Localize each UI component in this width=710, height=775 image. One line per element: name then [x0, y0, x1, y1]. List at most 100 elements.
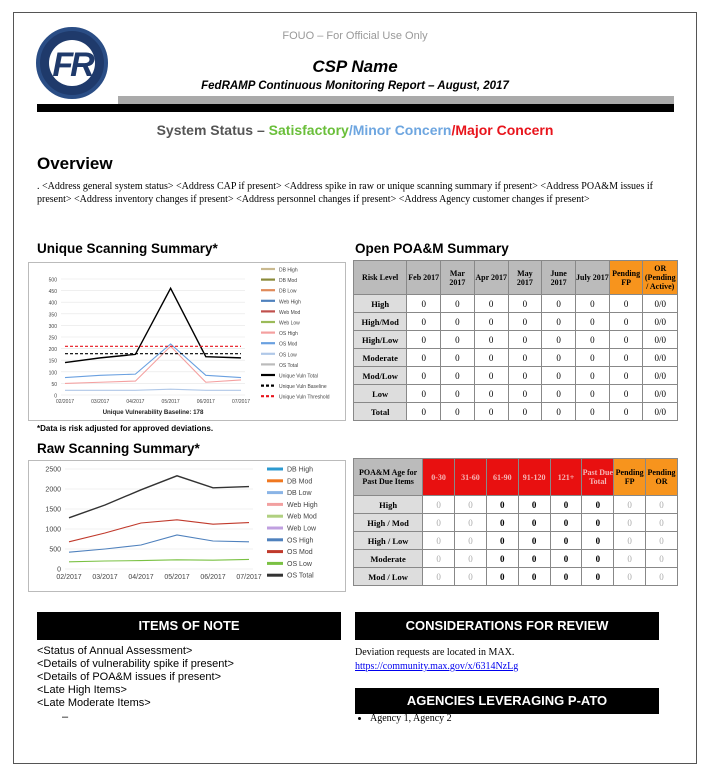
legend-entry: OS Low [279, 352, 297, 358]
table-cell: 0 [575, 294, 610, 313]
table-cell: 0 [406, 330, 442, 349]
note-item: <Details of POA&M issues if present> [37, 671, 222, 683]
baseline-caption: Unique Vulnerability Baseline: 178 [103, 409, 204, 416]
table-cell: 0 [454, 531, 487, 550]
table-cell: 0 [549, 567, 583, 586]
table-cell: 0 [507, 402, 543, 421]
table-cell: 0 [517, 567, 551, 586]
table-cell: 0 [575, 312, 610, 331]
table-cell: 0 [485, 549, 519, 568]
raw-scanning-heading: Raw Scanning Summary* [37, 441, 200, 456]
table-cell: 0 [454, 549, 487, 568]
column-header: June 2017 [541, 260, 576, 295]
column-header: Apr 2017 [473, 260, 509, 295]
note-item: <Status of Annual Assessment> [37, 645, 193, 657]
table-cell: 0 [507, 366, 543, 385]
legend-entry: OS Low [287, 561, 313, 568]
x-tick-label: 04/2017 [128, 574, 153, 581]
column-header: Mar 2017 [440, 260, 475, 295]
header-row: POA&M Age for Past Due Items 0-30 31-60 61-… [352, 458, 678, 496]
table-cell: 0 [485, 531, 519, 550]
series-line-os-total [68, 475, 250, 519]
column-header: OR (Pending / Active) [642, 260, 678, 295]
legend-entry: DB Low [287, 490, 312, 497]
unique-scanning-heading: Unique Scanning Summary* [37, 241, 218, 256]
column-header: 0-30 [422, 458, 456, 496]
table-cell: 0 [440, 348, 475, 367]
table-cell: 0 [440, 330, 475, 349]
table-cell: 0 [608, 384, 644, 403]
row-label: High [352, 495, 424, 514]
table-cell: 0 [440, 312, 475, 331]
row-label: Moderate [352, 549, 424, 568]
table-cell: 0 [608, 366, 644, 385]
legend-entry: OS Mod [287, 549, 313, 556]
table-cell: 0 [422, 549, 456, 568]
table-cell: 0/0 [642, 402, 678, 421]
y-tick-label: 300 [49, 324, 58, 330]
table-cell: 0 [541, 366, 576, 385]
table-cell: 0 [575, 402, 610, 421]
y-tick-label: 50 [51, 382, 57, 388]
legend-entry: Web Mod [279, 310, 301, 316]
overview-heading: Overview [37, 154, 113, 173]
report-subtitle: FedRAMP Continuous Monitoring Report – A… [201, 80, 509, 92]
y-tick-label: 0 [57, 567, 61, 574]
legend-entry: DB Mod [279, 278, 297, 284]
fouo-marking: FOUO – For Official Use Only [282, 30, 428, 42]
y-tick-label: 100 [49, 370, 58, 376]
status-minor-concern: Minor Concern [352, 122, 452, 138]
items-trailing-dash: – [62, 711, 69, 723]
x-tick-label: 05/2017 [162, 399, 180, 405]
column-header: Pending OR [645, 458, 678, 496]
table-cell: 0 [454, 495, 487, 514]
table-cell: 0 [406, 384, 442, 403]
column-header: POA&M Age for Past Due Items [352, 458, 424, 496]
table-cell: 0/0 [642, 384, 678, 403]
table-cell: 0 [541, 294, 576, 313]
table-cell: 0 [507, 348, 543, 367]
table-cell: 0 [645, 531, 678, 550]
max-community-link[interactable]: https://community.max.gov/x/6314NzLg [355, 661, 519, 672]
x-tick-label: 03/2017 [92, 574, 117, 581]
items-of-note-heading: ITEMS OF NOTE [37, 612, 341, 640]
table-cell: 0 [422, 495, 456, 514]
legend-entry: OS Mod [279, 342, 298, 348]
table-cell: 0 [581, 513, 615, 532]
table-row: High/Mod 0 0 0 0 0 0 0 0/0 [352, 312, 678, 331]
table-cell: 0 [473, 402, 509, 421]
open-poam-table: Risk Level Feb 2017 Mar 2017 Apr 2017 May 20… [352, 260, 678, 421]
x-tick-label: 07/2017 [232, 399, 250, 405]
status-satisfactory: Satisfactory [268, 122, 349, 138]
table-cell: 0 [608, 330, 644, 349]
table-cell: 0/0 [642, 348, 678, 367]
table-cell: 0 [507, 312, 543, 331]
legend-entry: DB Mod [287, 478, 312, 485]
agencies-list: Agency 1, Agency 2 [342, 712, 452, 725]
logo-text: FR [52, 46, 94, 84]
row-label: High / Low [352, 531, 424, 550]
table-cell: 0 [517, 549, 551, 568]
table-cell: 0 [422, 513, 456, 532]
table-cell: 0 [608, 294, 644, 313]
table-row: Low 0 0 0 0 0 0 0 0/0 [352, 384, 678, 403]
table-cell: 0 [608, 402, 644, 421]
row-label: High / Mod [352, 513, 424, 532]
legend-entry: OS High [279, 331, 298, 337]
row-label: High/Mod [352, 312, 408, 331]
table-cell: 0 [473, 366, 509, 385]
table-row: High 0 0 0 0 0 0 0 0 [352, 495, 678, 514]
risk-adjusted-footnote: *Data is risk adjusted for approved devi… [37, 424, 214, 433]
table-cell: 0 [507, 330, 543, 349]
series-line-os-low [65, 388, 241, 391]
table-cell: 0 [440, 294, 475, 313]
table-cell: 0 [645, 567, 678, 586]
status-prefix: System Status – [156, 122, 269, 138]
table-row: High 0 0 0 0 0 0 0 0/0 [352, 294, 678, 313]
table-cell: 0 [613, 549, 647, 568]
table-row: Mod / Low 0 0 0 0 0 0 0 0 [352, 567, 678, 586]
row-label: Mod / Low [352, 567, 424, 586]
y-tick-label: 1500 [45, 507, 61, 514]
series-line-os-mod [68, 519, 250, 543]
items-of-note-list: <Status of Annual Assessment> <Details of… [37, 645, 234, 710]
